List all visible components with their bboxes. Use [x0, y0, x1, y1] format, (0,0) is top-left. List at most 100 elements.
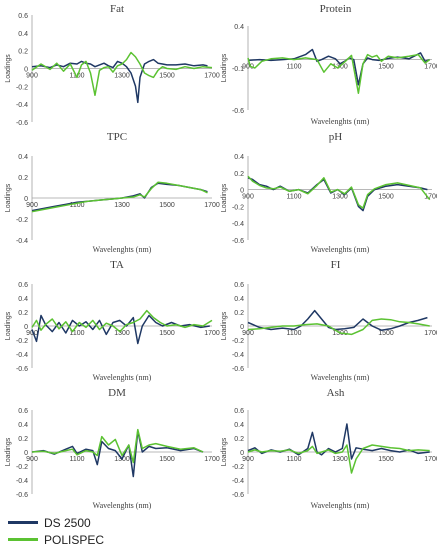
y-tick-label: 0 — [24, 196, 28, 203]
chart-title: TPC — [107, 131, 127, 143]
y-tick-label: 0.4 — [234, 154, 244, 161]
y-tick-label: 0.2 — [18, 436, 28, 443]
series-line-ds2500 — [31, 430, 204, 478]
x-tick-label: 1100 — [286, 330, 301, 337]
y-tick-label: 0.2 — [234, 436, 244, 443]
x-axis-label: Wavelenghts (nm) — [311, 245, 370, 254]
x-tick-label: 1700 — [204, 73, 220, 80]
x-tick-label: 900 — [242, 456, 254, 463]
y-axis-label: Loadings — [221, 437, 228, 466]
y-tick-label: 0.4 — [234, 24, 244, 31]
y-tick-label: -0.4 — [16, 102, 28, 109]
x-tick-label: 1300 — [114, 330, 130, 337]
y-tick-label: 0.6 — [18, 282, 28, 289]
series-line-polispec — [31, 181, 208, 213]
x-tick-label: 1500 — [159, 330, 175, 337]
y-tick-label: -0.4 — [16, 352, 28, 359]
y-tick-label: 0.4 — [18, 154, 28, 161]
y-tick-label: 0 — [240, 324, 244, 331]
y-tick-label: -0.2 — [16, 338, 28, 345]
y-tick-label: 0 — [240, 450, 244, 457]
x-tick-label: 1700 — [424, 194, 437, 201]
x-tick-label: 1100 — [69, 202, 84, 209]
y-tick-label: 0.6 — [18, 408, 28, 415]
x-tick-label: 1500 — [378, 64, 394, 71]
chart-figure: Fat 0.6 0.4 0.2 0 -0.2 -0.4 -0.6 900 1100 1300 1500… — [5, 3, 437, 510]
y-tick-label: -0.6 — [16, 492, 28, 499]
x-tick-label: 900 — [242, 330, 254, 337]
y-axis-label: Loadings — [221, 53, 228, 82]
y-tick-label: 0.4 — [18, 296, 28, 303]
series-line-polispec — [247, 175, 431, 209]
y-axis-label: Loadings — [221, 311, 228, 340]
x-tick-label: 1100 — [286, 64, 301, 71]
chart-title: TA — [110, 259, 124, 271]
y-tick-label: -0.2 — [232, 464, 244, 471]
y-tick-label: -0.6 — [16, 366, 28, 373]
series-line-polispec — [31, 51, 213, 97]
y-tick-label: -0.1 — [232, 66, 244, 73]
series-line-ds2500 — [247, 423, 430, 460]
y-tick-label: 0 — [24, 324, 28, 331]
y-tick-label: 0 — [240, 188, 244, 195]
x-axis-label: Wavelenghts (nm) — [311, 117, 370, 126]
y-tick-label: -0.4 — [232, 221, 244, 228]
y-tick-label: -0.2 — [16, 84, 28, 91]
y-tick-label: -0.6 — [232, 238, 244, 245]
x-tick-label: 900 — [242, 194, 254, 201]
x-tick-label: 900 — [26, 202, 38, 209]
legend-swatch-polispec — [8, 538, 38, 541]
series-line-polispec — [247, 53, 431, 94]
x-axis-label: Wavelenghts (nm) — [93, 245, 152, 254]
series-line-polispec — [247, 444, 430, 474]
x-tick-label: 1700 — [424, 456, 437, 463]
x-tick-label: 1500 — [378, 456, 394, 463]
x-tick-label: 1300 — [114, 202, 130, 209]
y-tick-label: 0.2 — [234, 171, 244, 178]
chart-panel-2: TPC 0.4 0.2 0 -0.2 -0.4 900 1100 1300 1500 1700 Loa… — [5, 131, 220, 254]
y-tick-label: 0.4 — [18, 422, 28, 429]
chart-title: FI — [331, 259, 341, 271]
x-tick-label: 1700 — [424, 64, 437, 71]
y-tick-label: 0.6 — [234, 282, 244, 289]
x-tick-label: 900 — [242, 64, 254, 71]
x-tick-label: 900 — [26, 330, 38, 337]
x-tick-label: 900 — [26, 456, 38, 463]
y-tick-label: 0.6 — [234, 408, 244, 415]
chart-title: DM — [108, 387, 126, 399]
x-tick-label: 1500 — [159, 202, 175, 209]
y-tick-label: 0.2 — [18, 49, 28, 56]
x-tick-label: 1100 — [69, 330, 84, 337]
x-axis-label: Wavelenghts (nm) — [311, 373, 370, 382]
y-tick-label: -0.6 — [16, 120, 28, 127]
x-tick-label: 1700 — [204, 202, 220, 209]
x-tick-label: 1300 — [332, 456, 348, 463]
legend-item-ds2500: DS 2500 — [8, 514, 104, 531]
y-tick-label: 0.2 — [234, 310, 244, 317]
y-tick-label: -0.2 — [232, 338, 244, 345]
chart-title: Fat — [110, 3, 124, 15]
y-tick-label: -0.4 — [16, 238, 28, 245]
y-tick-label: -0.4 — [232, 478, 244, 485]
y-axis-label: Loadings — [5, 54, 12, 83]
y-tick-label: 0 — [24, 67, 28, 74]
y-axis-label: Loadings — [5, 183, 12, 212]
y-tick-label: 0.4 — [234, 422, 244, 429]
y-axis-label: Loadings — [221, 183, 228, 212]
series-line-polispec — [31, 309, 213, 333]
x-tick-label: 1500 — [378, 330, 394, 337]
x-tick-label: 1100 — [286, 456, 301, 463]
y-tick-label: -0.2 — [16, 464, 28, 471]
x-tick-label: 1500 — [159, 456, 175, 463]
legend-label-ds2500: DS 2500 — [44, 515, 91, 530]
y-axis-label: Loadings — [5, 437, 12, 466]
chart-panel-1: Protein 0.4 -0.1 -0.6 900 1100 1300 1500 1700 Loa… — [221, 3, 437, 126]
chart-title: pH — [329, 131, 343, 143]
legend-item-polispec: POLISPEC — [8, 531, 104, 548]
y-tick-label: -0.2 — [16, 217, 28, 224]
x-tick-label: 1700 — [424, 330, 437, 337]
x-tick-label: 1500 — [159, 73, 175, 80]
series-line-polispec — [247, 318, 430, 336]
